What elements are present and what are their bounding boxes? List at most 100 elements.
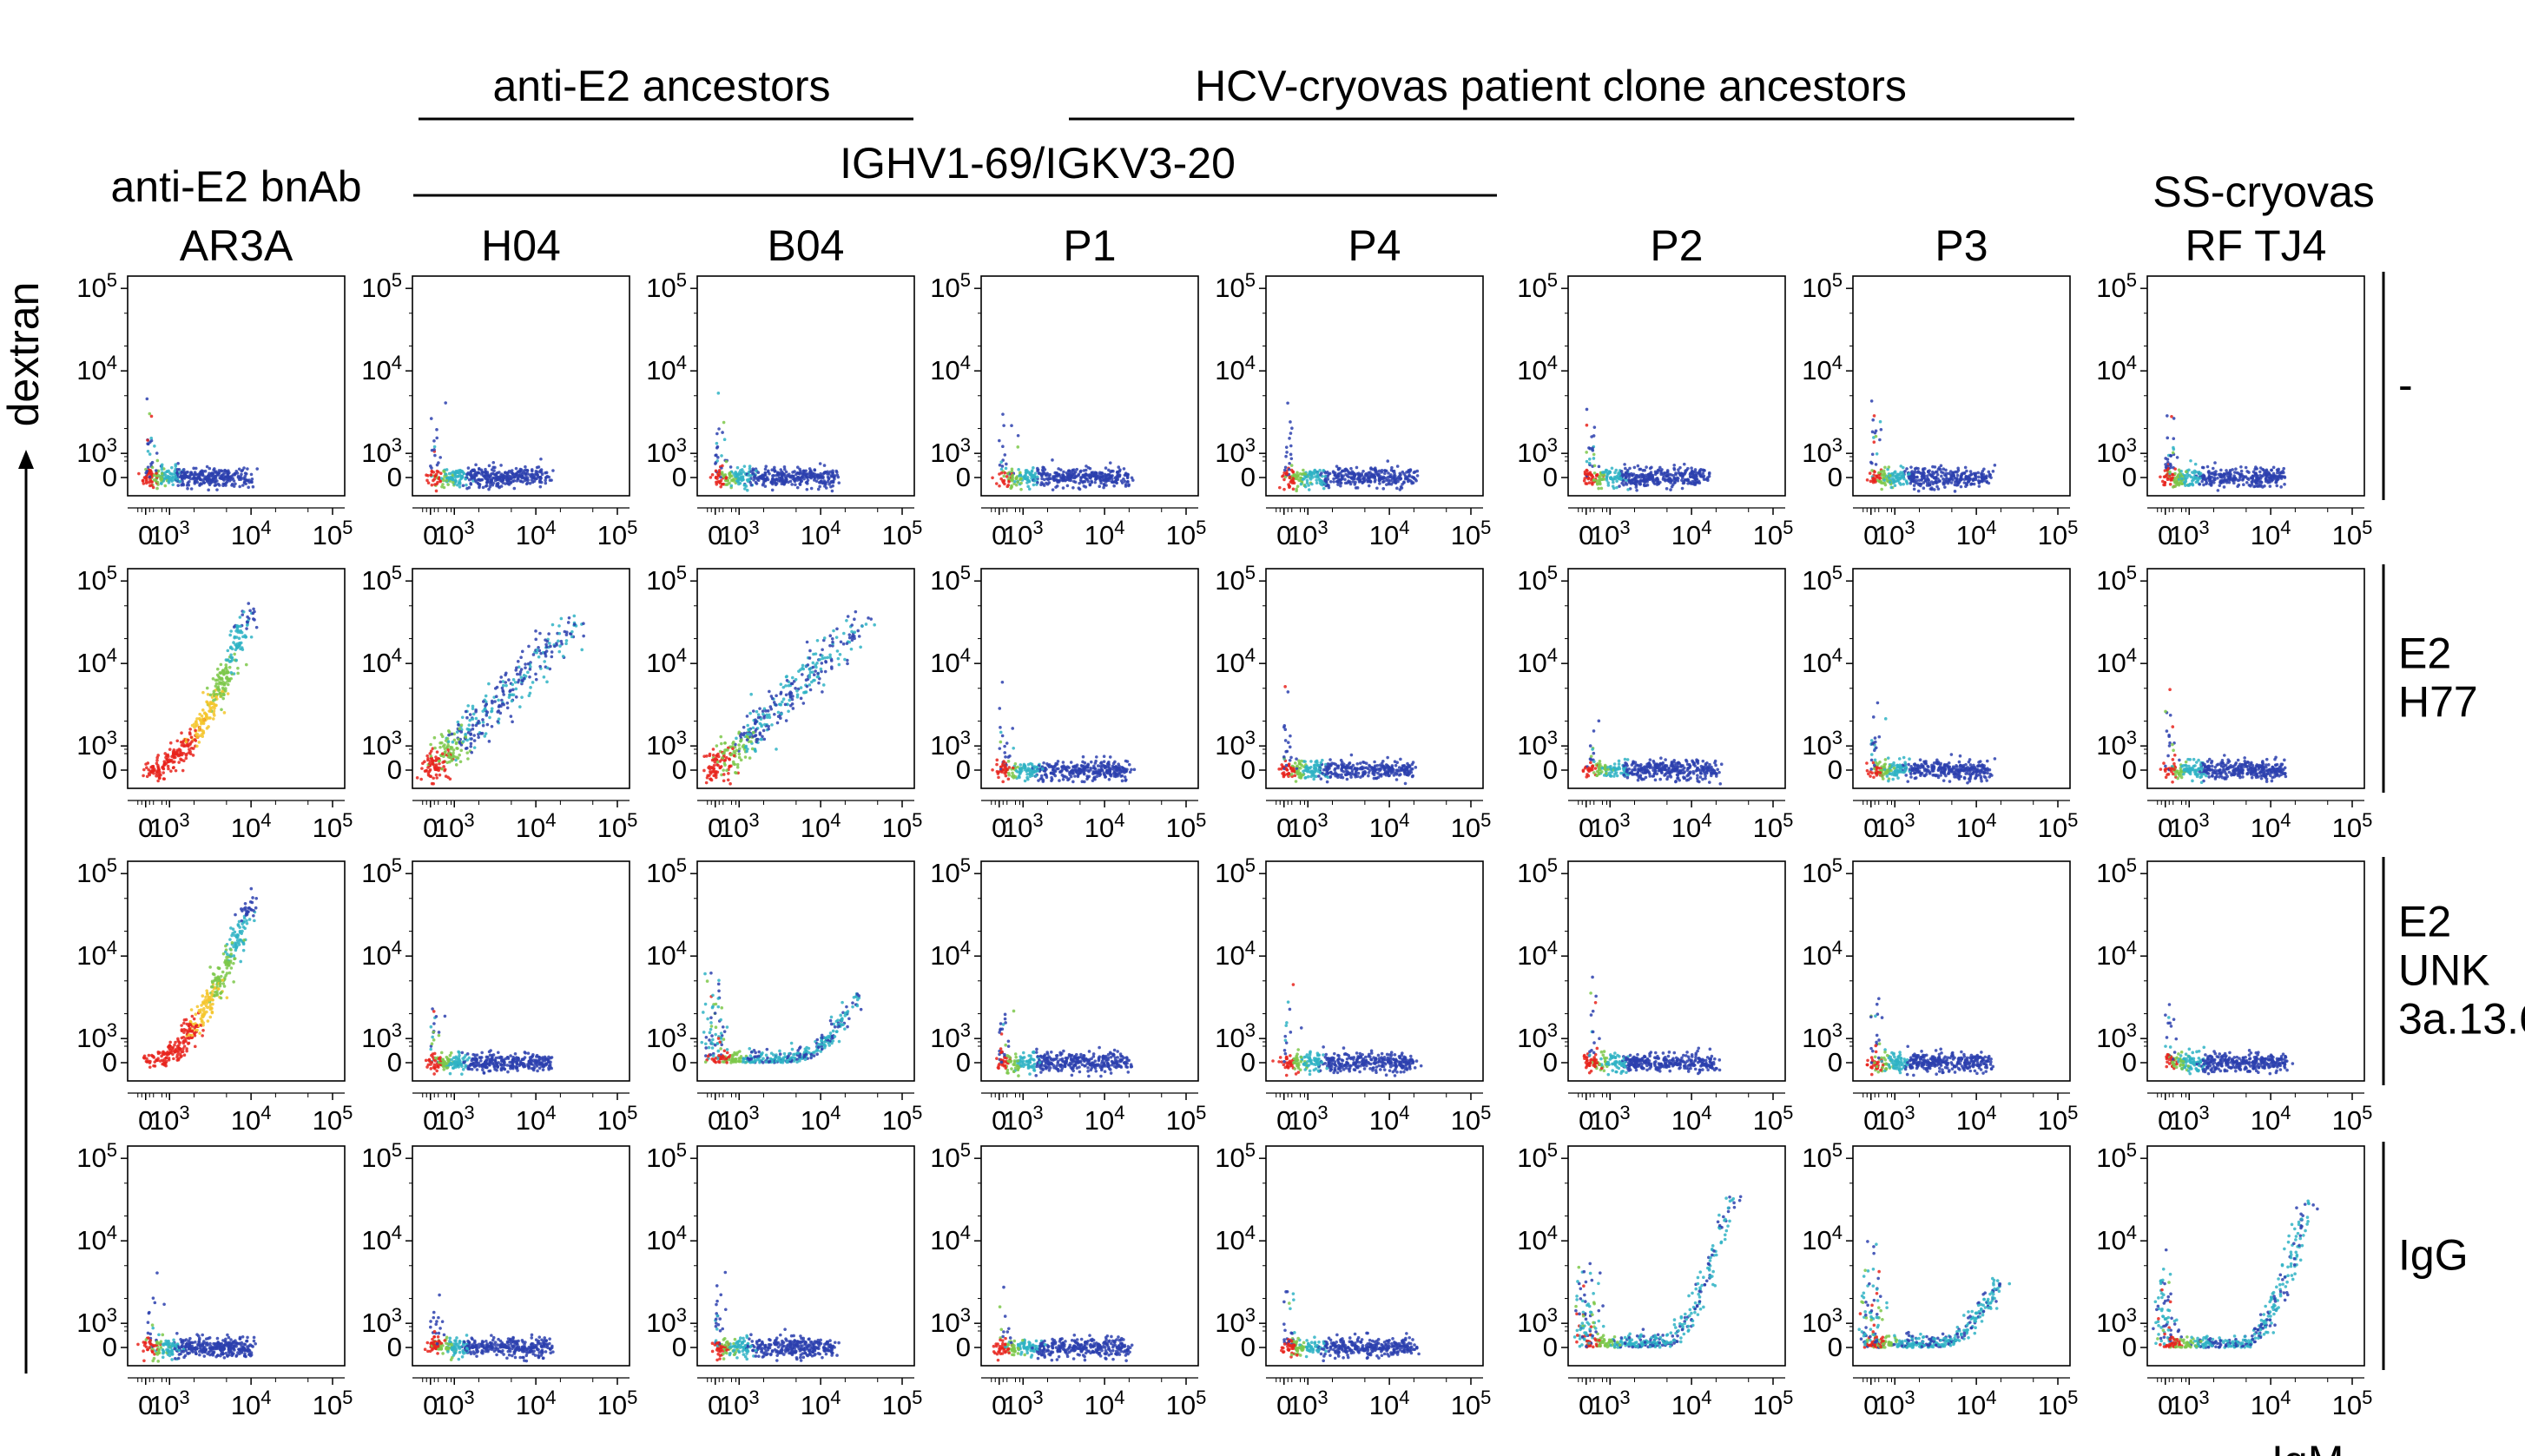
scatter-point — [820, 662, 824, 665]
scatter-point — [425, 473, 428, 478]
scatter-point — [2231, 478, 2235, 482]
scatter-point — [149, 765, 153, 769]
scatter-point — [755, 469, 758, 472]
scatter-point — [493, 700, 497, 703]
x-tick-label: 103 — [149, 809, 190, 843]
scatter-point — [187, 483, 191, 487]
scatter-point — [813, 468, 817, 472]
scatter-point — [1893, 479, 1896, 484]
scatter-point — [998, 463, 1002, 467]
scatter-point — [488, 715, 491, 720]
scatter-point — [238, 484, 241, 489]
scatter-point — [208, 701, 213, 704]
scatter-point — [433, 746, 437, 750]
scatter-point — [226, 692, 230, 695]
x-tick-label: 103 — [2169, 517, 2210, 550]
scatter-point — [457, 471, 460, 475]
scatter-point — [787, 480, 790, 484]
scatter-point — [1976, 471, 1981, 475]
scatter-point — [755, 740, 758, 744]
scatter-point — [236, 666, 240, 670]
scatter-point — [160, 471, 164, 476]
scatter-point — [1377, 478, 1381, 483]
scatter-point — [1684, 468, 1689, 472]
scatter-point — [472, 739, 477, 742]
scatter-point — [731, 478, 735, 482]
scatter-point — [1638, 467, 1642, 471]
scatter-point — [1619, 469, 1624, 473]
scatter-point — [847, 640, 852, 644]
scatter-point — [1028, 472, 1032, 476]
x-tick-label: 104 — [516, 517, 557, 550]
scatter-point — [737, 730, 742, 735]
scatter-point — [833, 474, 837, 478]
scatter-point — [197, 728, 201, 732]
scatter-point — [1585, 451, 1588, 454]
scatter-point — [174, 475, 178, 478]
scatter-point — [238, 616, 242, 619]
scatter-point — [728, 471, 732, 475]
scatter-point — [782, 482, 786, 486]
scatter-point — [474, 463, 478, 467]
scatter-point — [142, 482, 146, 485]
scatter-point — [830, 489, 834, 493]
scatter-point — [2175, 456, 2179, 459]
scatter-point — [505, 471, 510, 475]
scatter-point — [1876, 475, 1879, 478]
scatter-point — [1313, 469, 1316, 473]
scatter-point — [430, 781, 434, 786]
scatter-point — [1282, 468, 1287, 472]
y-tick-label: 105 — [1517, 269, 1558, 303]
scatter-point — [163, 752, 168, 755]
scatter-point — [826, 472, 829, 476]
scatter-point — [1355, 486, 1360, 490]
scatter-point — [518, 705, 522, 708]
scatter-point — [1592, 457, 1596, 460]
scatter-point — [1635, 488, 1638, 492]
scatter-point — [1585, 407, 1589, 412]
scatter-point — [1339, 484, 1342, 488]
scatter-point — [531, 480, 535, 484]
scatter-point — [743, 755, 748, 759]
scatter-point — [724, 459, 728, 464]
scatter-point — [421, 761, 425, 765]
scatter-point — [1415, 474, 1420, 478]
scatter-point — [453, 472, 457, 477]
scatter-point — [728, 757, 731, 761]
scatter-point — [814, 652, 818, 656]
scatter-point — [854, 609, 858, 614]
scatter-point — [741, 745, 745, 748]
scatter-point — [1889, 485, 1894, 490]
y-tick-label: 105 — [76, 562, 117, 596]
scatter-point — [2249, 484, 2252, 488]
scatter-point — [2166, 436, 2170, 440]
scatter-point — [1648, 466, 1652, 471]
scatter-point — [1899, 464, 1903, 468]
scatter-point — [709, 778, 714, 782]
header-group-anti-e2-ancestors: anti-E2 ancestors — [492, 62, 830, 110]
scatter-point — [189, 487, 194, 491]
scatter-point — [859, 645, 862, 649]
scatter-point — [853, 617, 856, 622]
scatter-point — [180, 731, 183, 735]
scatter-point — [241, 609, 246, 614]
scatter-point — [184, 756, 188, 761]
scatter-point — [233, 472, 237, 477]
scatter-point — [812, 673, 816, 676]
scatter-point — [1016, 480, 1019, 484]
scatter-point — [1006, 483, 1011, 487]
scatter-point — [503, 471, 507, 475]
scatter-point — [512, 478, 517, 483]
scatter-point — [233, 635, 237, 639]
scatter-point — [773, 478, 776, 482]
scatter-point — [808, 683, 812, 687]
scatter-point — [2238, 478, 2242, 482]
scatter-point — [570, 629, 574, 634]
scatter-point — [1931, 464, 1935, 469]
scatter-point — [473, 478, 478, 482]
scatter-point — [1883, 465, 1887, 470]
scatter-point — [808, 675, 812, 679]
scatter-point — [1873, 431, 1877, 435]
